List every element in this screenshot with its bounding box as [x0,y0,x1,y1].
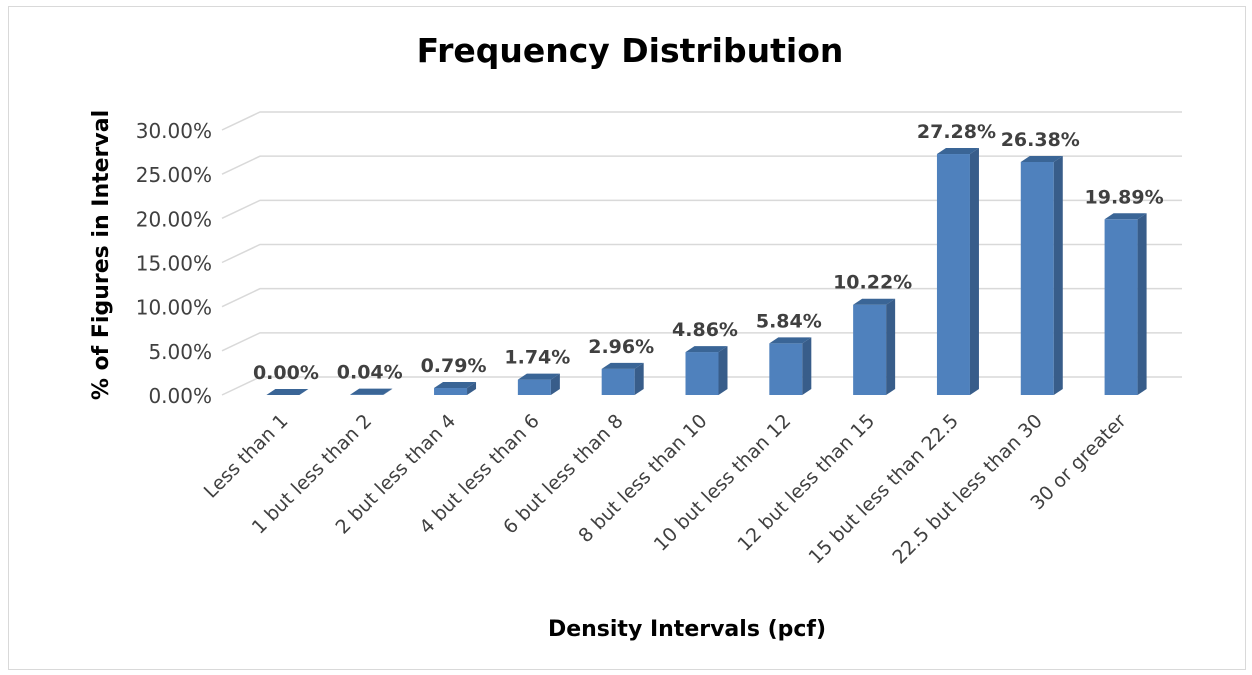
data-label: 27.28% [917,121,996,143]
data-label: 0.04% [337,362,403,384]
bar-side [1137,213,1147,395]
x-tick-label: 10 but less than 12 [650,410,796,556]
bar-side [634,362,644,395]
y-tick-label: 20.00% [136,207,212,231]
bar [769,337,812,395]
data-label: 0.00% [253,362,319,384]
bar [1020,155,1063,395]
bar-side [1053,155,1063,395]
gridline [221,111,1182,131]
bar-front [601,368,635,395]
gridline [221,199,1182,220]
bar [936,148,979,395]
bar-top [266,389,309,395]
chart-title: Frequency Distribution [417,31,844,70]
y-tick-label: 15.00% [136,252,212,276]
bar-top [1020,155,1063,162]
bar-front [853,304,887,395]
bar-top [853,298,896,305]
bar-top [434,382,477,389]
data-label: 2.96% [588,336,654,358]
y-tick-label: 25.00% [136,163,212,187]
data-label: 0.79% [421,355,487,377]
bar-top [685,346,728,353]
x-tick-label: 12 but less than 15 [733,410,879,556]
bar [434,382,477,395]
bar-top [769,337,812,344]
bar-side [383,388,393,395]
bar [853,298,896,395]
x-tick-label: 22.5 but less than 30 [888,410,1046,568]
bar-top [350,388,393,395]
x-tick-label: Less than 1 [200,410,293,503]
bar-side [886,298,896,395]
data-label: 10.22% [833,272,912,294]
bar-front [769,343,803,395]
bar-front [517,379,551,395]
bar [266,389,309,395]
x-axis-ticks: Less than 11 but less than 22 but less t… [200,410,1131,569]
data-label: 1.74% [504,347,570,369]
bar-front [1104,219,1138,395]
data-label: 26.38% [1001,129,1080,151]
y-axis-title: % of Figures in Interval [89,110,114,400]
data-label: 5.84% [756,310,822,332]
bar-side [969,148,979,395]
data-label: 4.86% [672,319,738,341]
bar-side [467,382,477,395]
gridline [221,155,1182,175]
bar [517,373,560,395]
bar-front [685,352,719,395]
bar-side [718,346,728,395]
data-labels: 0.00% 0.04% 0.79% 1.74% 2.96% 4.86% 5.84% 10.22… [253,121,1164,384]
bar-top [1104,213,1147,220]
bar-front [434,388,468,395]
y-axis-ticks: 0.00% 5.00% 10.00% 15.00% 20.00% 25.00% 30.00% [136,119,212,408]
y-tick-label: 10.00% [136,296,212,320]
gridline [221,287,1182,308]
bars [266,148,1147,395]
bar [350,388,393,395]
bar-top [517,373,560,380]
x-axis-title: Density Intervals (pcf) [548,617,826,642]
bar [1104,213,1147,395]
bar [685,346,728,395]
bar-side [550,373,560,395]
y-tick-label: 30.00% [136,119,212,143]
x-tick-label: 15 but less than 22.5 [804,410,962,568]
bar-top [936,148,979,155]
bar-front [1020,161,1054,395]
bar-side [802,337,812,395]
data-label: 19.89% [1085,186,1164,208]
bar-front [936,154,970,395]
bar [601,362,644,395]
bar-top [601,362,644,369]
y-tick-label: 5.00% [148,340,212,364]
gridline [221,243,1182,264]
y-tick-label: 0.00% [148,384,212,408]
